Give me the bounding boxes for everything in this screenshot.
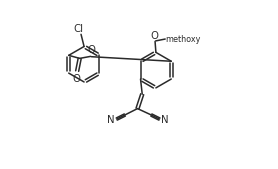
Text: O: O <box>87 45 95 55</box>
Text: Cl: Cl <box>73 24 83 34</box>
Text: N: N <box>161 115 169 125</box>
Text: methoxy: methoxy <box>166 34 201 44</box>
Text: O: O <box>151 31 158 41</box>
Text: O: O <box>72 74 80 84</box>
Text: N: N <box>107 115 115 125</box>
